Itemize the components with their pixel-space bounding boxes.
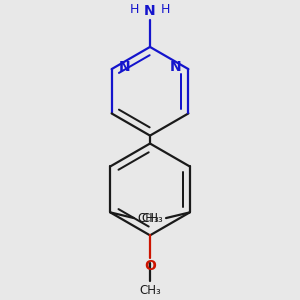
Text: H: H <box>130 3 140 16</box>
Text: CH₃: CH₃ <box>141 212 163 225</box>
Text: N: N <box>118 60 130 74</box>
Text: H: H <box>160 3 170 16</box>
Text: N: N <box>170 60 182 74</box>
Text: CH₃: CH₃ <box>137 212 159 225</box>
Text: N: N <box>144 4 156 18</box>
Text: O: O <box>144 259 156 273</box>
Text: CH₃: CH₃ <box>139 284 161 297</box>
